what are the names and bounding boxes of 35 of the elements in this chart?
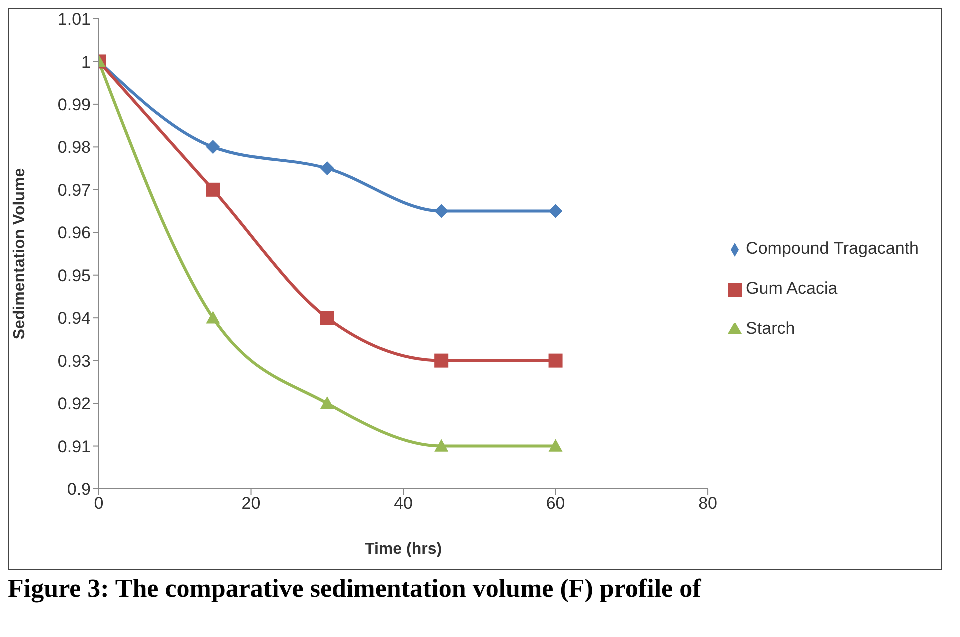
legend-label: Compound Tragacanth	[746, 239, 919, 258]
y-tick-label: 0.95	[58, 266, 91, 286]
y-tick-label: 0.94	[58, 309, 91, 328]
y-tick-label: 0.96	[58, 224, 91, 243]
y-tick-label: 0.99	[58, 95, 91, 114]
point	[434, 354, 449, 368]
y-tick-label: 0.91	[58, 437, 91, 456]
legend-label: Starch	[746, 319, 796, 338]
point	[434, 439, 449, 452]
point	[548, 439, 563, 452]
y-tick-label: 0.9	[67, 480, 91, 500]
point	[320, 396, 334, 410]
y-tick-label: 0.98	[58, 138, 91, 158]
point	[320, 311, 334, 326]
x-tick-label: 0	[94, 494, 104, 514]
point	[548, 354, 563, 368]
point	[434, 204, 449, 218]
x-tick-label: 40	[394, 494, 413, 514]
x-tick-label: 20	[242, 494, 261, 514]
y-tick-label: 0.97	[58, 180, 91, 200]
legend-label: Gum Acacia	[746, 279, 838, 298]
point	[206, 140, 220, 154]
x-tick-label: 60	[546, 494, 566, 514]
point	[206, 182, 220, 197]
point	[548, 204, 563, 218]
y-tick-label: 0.92	[58, 394, 91, 414]
y-axis-title: Sedimentation Volume	[12, 168, 29, 340]
y-tick-label: 1.01	[58, 10, 91, 30]
point	[320, 162, 334, 176]
x-tick-label: 80	[698, 494, 718, 514]
y-tick-label: 1	[82, 52, 91, 72]
y-tick-label: 0.93	[58, 352, 91, 371]
point	[206, 311, 220, 324]
x-axis-title: Time (hrs)	[364, 541, 442, 558]
caption: Figure 3: The comparative sedimentation volume (F) profile of	[8, 574, 702, 604]
